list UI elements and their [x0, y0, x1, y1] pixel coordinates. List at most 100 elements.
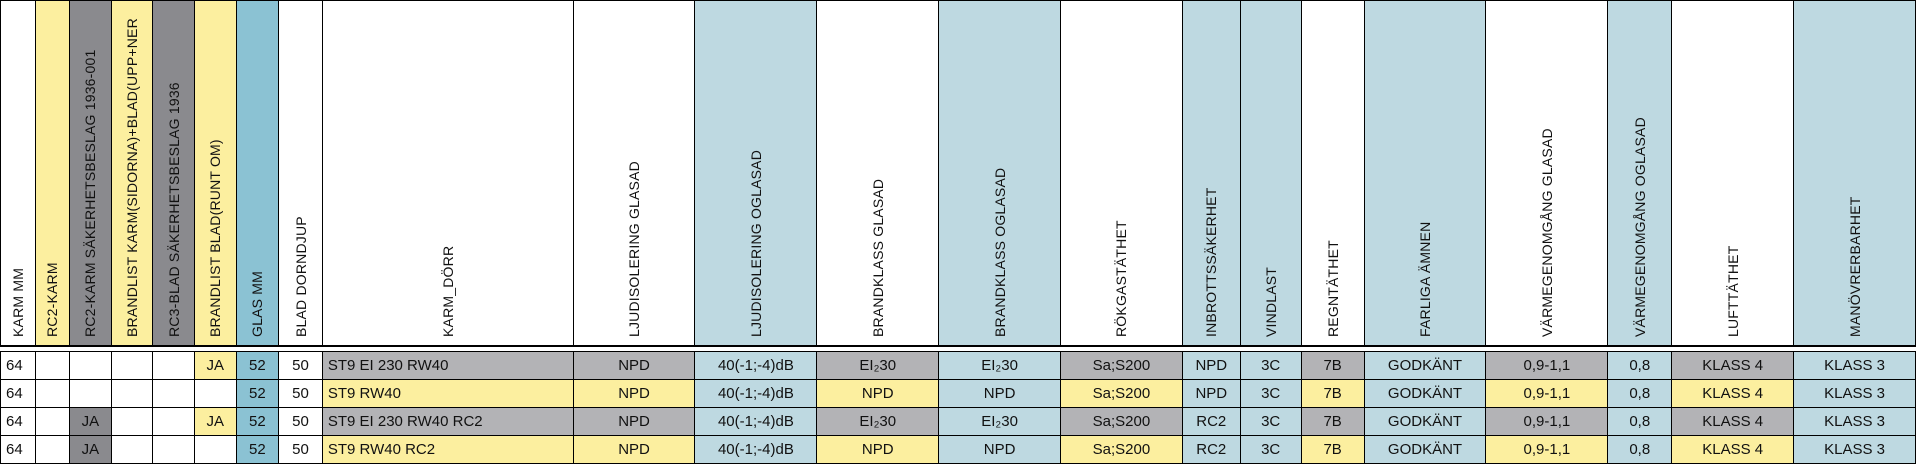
table-cell[interactable]: RC2: [1181, 407, 1241, 436]
table-cell[interactable]: Sa;S200: [1060, 379, 1183, 408]
table-cell[interactable]: 64: [0, 407, 36, 436]
column-header[interactable]: RÖKGASTÄTHET: [1060, 0, 1183, 347]
column-header[interactable]: FARLIGA ÄMNEN: [1363, 0, 1487, 347]
table-cell[interactable]: [110, 435, 154, 464]
table-cell[interactable]: [69, 351, 112, 380]
table-cell[interactable]: 40(-1;-4)dB: [694, 435, 818, 464]
table-cell[interactable]: NPD: [572, 407, 696, 436]
table-cell[interactable]: 50: [278, 407, 323, 436]
table-cell[interactable]: 64: [0, 351, 36, 380]
table-cell[interactable]: JA: [69, 407, 112, 436]
table-cell[interactable]: 0,8: [1607, 407, 1673, 436]
table-cell[interactable]: NPD: [816, 379, 940, 408]
column-header[interactable]: LJUDISOLERING GLASAD: [572, 0, 696, 347]
table-cell[interactable]: ST9 RW40: [321, 379, 574, 408]
column-header[interactable]: LUFTTÄTHET: [1671, 0, 1795, 347]
column-header[interactable]: VINDLAST: [1239, 0, 1302, 347]
table-cell[interactable]: EI₂30: [816, 351, 940, 380]
table-cell[interactable]: 7B: [1300, 379, 1365, 408]
table-cell[interactable]: 50: [278, 351, 323, 380]
table-cell[interactable]: 3C: [1239, 379, 1302, 408]
table-cell[interactable]: NPD: [938, 379, 1061, 408]
table-cell[interactable]: NPD: [1181, 379, 1241, 408]
table-cell[interactable]: [110, 379, 154, 408]
table-cell[interactable]: EI₂30: [816, 407, 940, 436]
column-header[interactable]: BRANDLIST KARM(SIDORNA)+BLAD(UPP+NER: [110, 0, 154, 347]
table-cell[interactable]: EI₂30: [938, 351, 1061, 380]
table-cell[interactable]: 3C: [1239, 351, 1302, 380]
table-cell[interactable]: NPD: [816, 435, 940, 464]
column-header[interactable]: REGNTÄTHET: [1300, 0, 1365, 347]
table-cell[interactable]: NPD: [1181, 351, 1241, 380]
table-cell[interactable]: 52: [235, 351, 280, 380]
table-cell[interactable]: 52: [235, 407, 280, 436]
column-header[interactable]: KARM_DÖRR: [321, 0, 574, 347]
table-cell[interactable]: 40(-1;-4)dB: [694, 407, 818, 436]
column-header[interactable]: KARM MM: [0, 0, 36, 347]
table-cell[interactable]: KLASS 3: [1793, 407, 1916, 436]
table-cell[interactable]: [34, 379, 71, 408]
table-cell[interactable]: 64: [0, 435, 36, 464]
table-cell[interactable]: 0,9-1,1: [1485, 379, 1609, 408]
column-header[interactable]: VÄRMEGENOMGÅNG GLASAD: [1485, 0, 1609, 347]
table-cell[interactable]: JA: [193, 407, 237, 436]
column-header[interactable]: LJUDISOLERING OGLASAD: [694, 0, 818, 347]
table-cell[interactable]: [193, 435, 237, 464]
table-cell[interactable]: [34, 351, 71, 380]
table-cell[interactable]: 0,8: [1607, 379, 1673, 408]
table-cell[interactable]: KLASS 3: [1793, 351, 1916, 380]
table-cell[interactable]: 0,8: [1607, 435, 1673, 464]
column-header[interactable]: BRANDKLASS GLASAD: [816, 0, 940, 347]
table-cell[interactable]: 0,9-1,1: [1485, 407, 1609, 436]
table-cell[interactable]: 64: [0, 379, 36, 408]
table-cell[interactable]: NPD: [572, 351, 696, 380]
table-cell[interactable]: KLASS 4: [1671, 407, 1795, 436]
column-header[interactable]: RC2-KARM SÄKERHETSBESLAG 1936-001: [69, 0, 112, 347]
column-header[interactable]: MANÖVRERBARHET: [1793, 0, 1916, 347]
column-header[interactable]: INBROTTSSÄKERHET: [1181, 0, 1241, 347]
table-cell[interactable]: 50: [278, 379, 323, 408]
table-cell[interactable]: KLASS 4: [1671, 379, 1795, 408]
table-cell[interactable]: 40(-1;-4)dB: [694, 351, 818, 380]
column-header[interactable]: BLAD DORNDJUP: [278, 0, 323, 347]
table-cell[interactable]: GODKÄNT: [1363, 379, 1487, 408]
table-cell[interactable]: [110, 351, 154, 380]
table-cell[interactable]: 0,9-1,1: [1485, 351, 1609, 380]
table-cell[interactable]: ST9 RW40 RC2: [321, 435, 574, 464]
table-cell[interactable]: 7B: [1300, 351, 1365, 380]
table-cell[interactable]: JA: [193, 351, 237, 380]
table-cell[interactable]: 40(-1;-4)dB: [694, 379, 818, 408]
column-header[interactable]: GLAS MM: [235, 0, 280, 347]
column-header[interactable]: VÄRMEGENOMGÅNG OGLASAD: [1607, 0, 1673, 347]
table-cell[interactable]: GODKÄNT: [1363, 435, 1487, 464]
column-header[interactable]: RC2-KARM: [34, 0, 71, 347]
table-cell[interactable]: Sa;S200: [1060, 435, 1183, 464]
table-cell[interactable]: 3C: [1239, 407, 1302, 436]
table-cell[interactable]: Sa;S200: [1060, 351, 1183, 380]
table-cell[interactable]: KLASS 3: [1793, 435, 1916, 464]
table-cell[interactable]: ST9 EI 230 RW40: [321, 351, 574, 380]
table-cell[interactable]: NPD: [572, 379, 696, 408]
table-cell[interactable]: [152, 379, 195, 408]
table-cell[interactable]: 0,9-1,1: [1485, 435, 1609, 464]
table-cell[interactable]: GODKÄNT: [1363, 351, 1487, 380]
table-cell[interactable]: 0,8: [1607, 351, 1673, 380]
table-cell[interactable]: [152, 435, 195, 464]
table-cell[interactable]: NPD: [572, 435, 696, 464]
column-header[interactable]: BRANDKLASS OGLASAD: [938, 0, 1061, 347]
table-cell[interactable]: ST9 EI 230 RW40 RC2: [321, 407, 574, 436]
table-cell[interactable]: KLASS 4: [1671, 351, 1795, 380]
table-cell[interactable]: EI₂30: [938, 407, 1061, 436]
table-cell[interactable]: 7B: [1300, 407, 1365, 436]
table-cell[interactable]: [152, 407, 195, 436]
table-cell[interactable]: [34, 407, 71, 436]
table-cell[interactable]: 52: [235, 379, 280, 408]
table-cell[interactable]: RC2: [1181, 435, 1241, 464]
table-cell[interactable]: 50: [278, 435, 323, 464]
table-cell[interactable]: [110, 407, 154, 436]
table-cell[interactable]: [152, 351, 195, 380]
table-cell[interactable]: 52: [235, 435, 280, 464]
table-cell[interactable]: KLASS 4: [1671, 435, 1795, 464]
table-cell[interactable]: [193, 379, 237, 408]
table-cell[interactable]: JA: [69, 435, 112, 464]
